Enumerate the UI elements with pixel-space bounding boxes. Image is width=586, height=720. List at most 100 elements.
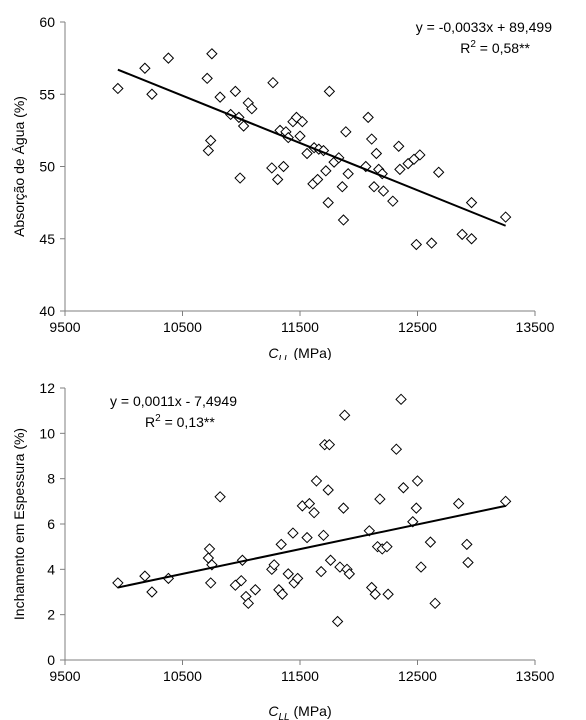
x-tick-label: 12500 [398, 319, 437, 335]
data-point [340, 126, 352, 138]
data-point [237, 120, 250, 132]
data-point [382, 588, 394, 600]
data-point [275, 538, 287, 551]
data-point [206, 48, 218, 60]
y-tick-label: 6 [47, 516, 55, 532]
x-tick-label: 11500 [281, 319, 319, 335]
x-axis-title-unit: (MPa) [290, 345, 332, 360]
data-point [271, 173, 284, 186]
x-tick-label: 11500 [281, 668, 319, 684]
data-point [287, 527, 299, 539]
x-tick-label: 9500 [49, 319, 80, 335]
data-point [202, 144, 215, 157]
data-point [456, 228, 468, 241]
r-squared-symbol: R [145, 414, 155, 430]
data-point [311, 173, 324, 186]
data-point [296, 115, 309, 128]
data-point [234, 172, 246, 184]
r-squared-superscript: 2 [155, 413, 161, 424]
data-point [112, 577, 124, 589]
data-point [343, 568, 356, 580]
data-point [387, 195, 399, 207]
y-tick-label: 12 [39, 380, 55, 396]
y-axis-title: Absorção de Água (%) [11, 96, 27, 237]
data-point [301, 531, 313, 544]
data-point [337, 214, 350, 226]
data-point [322, 196, 334, 209]
data-point [112, 82, 124, 95]
data-point [374, 493, 386, 505]
data-point [337, 502, 350, 514]
data-point [139, 570, 151, 582]
r-squared-value: = 0,58** [476, 40, 531, 56]
data-point [204, 134, 217, 147]
data-point [381, 540, 393, 553]
data-point [201, 72, 213, 85]
x-tick-label: 10500 [163, 319, 202, 335]
chart-water-absorption: 40 45 50 55 60 9500 10500 11500 12500 13500 Absorç… [11, 14, 555, 360]
data-point [162, 52, 175, 64]
data-point [432, 166, 445, 178]
data-point [324, 554, 337, 566]
x-axis-title-subscript: LL [279, 354, 290, 360]
data-point [499, 495, 512, 508]
y-tick-label: 10 [39, 425, 55, 441]
data-point [301, 147, 313, 160]
data-point [235, 574, 247, 587]
data-point [294, 130, 306, 142]
data-point [411, 475, 424, 487]
y-tick-label: 8 [47, 471, 55, 487]
y-tick-label: 4 [47, 561, 55, 577]
x-tick-label: 12500 [398, 668, 437, 684]
x-axis-title-subscript: LL [279, 712, 290, 720]
data-point [291, 572, 304, 585]
data-point [308, 506, 320, 519]
r-squared-value: = 0,13** [161, 414, 216, 430]
data-point [465, 233, 478, 245]
data-point [465, 196, 478, 209]
data-point [336, 181, 349, 193]
data-point [429, 597, 441, 610]
x-axis-title-main: C [268, 703, 279, 719]
data-point [323, 85, 336, 98]
data-point [410, 502, 423, 514]
data-point [322, 484, 334, 496]
x-axis-title-unit: (MPa) [290, 703, 332, 719]
r-squared-superscript: 2 [470, 39, 476, 50]
data-point [370, 147, 383, 160]
y-tick-label: 0 [47, 652, 55, 668]
data-point [342, 168, 354, 180]
data-point [303, 497, 316, 510]
data-point [268, 559, 280, 571]
y-tick-label: 40 [39, 303, 55, 319]
data-point [334, 561, 346, 573]
x-axis-title: CLL (MPa) [268, 703, 331, 720]
data-point [425, 237, 438, 249]
x-axis-title-main: C [268, 345, 279, 360]
data-point [310, 475, 323, 487]
y-tick-label: 2 [47, 607, 55, 623]
r-squared-label: R2 = 0,13** [145, 413, 215, 430]
chart-thickness-swelling: 0 2 4 6 8 10 12 9500 10500 11500 12500 13500 Inchame… [11, 380, 555, 720]
regression-equation: y = 0,0011x - 7,4949 [110, 393, 237, 409]
data-point [415, 561, 427, 573]
data-point [315, 565, 327, 578]
data-point [249, 584, 262, 596]
x-tick-label: 13500 [516, 319, 555, 335]
data-point [462, 556, 474, 569]
data-point [214, 491, 226, 503]
data-point [390, 443, 403, 455]
data-point [276, 588, 289, 600]
y-tick-label: 50 [39, 159, 55, 175]
data-point [229, 85, 242, 98]
data-point [414, 149, 426, 161]
data-point [139, 62, 151, 74]
y-tick-label: 55 [39, 86, 55, 102]
y-tick-label: 60 [39, 14, 55, 30]
data-point [395, 393, 407, 406]
data-point [203, 543, 216, 555]
r-squared-symbol: R [460, 40, 470, 56]
data-point [323, 438, 336, 451]
data-point [397, 482, 410, 494]
